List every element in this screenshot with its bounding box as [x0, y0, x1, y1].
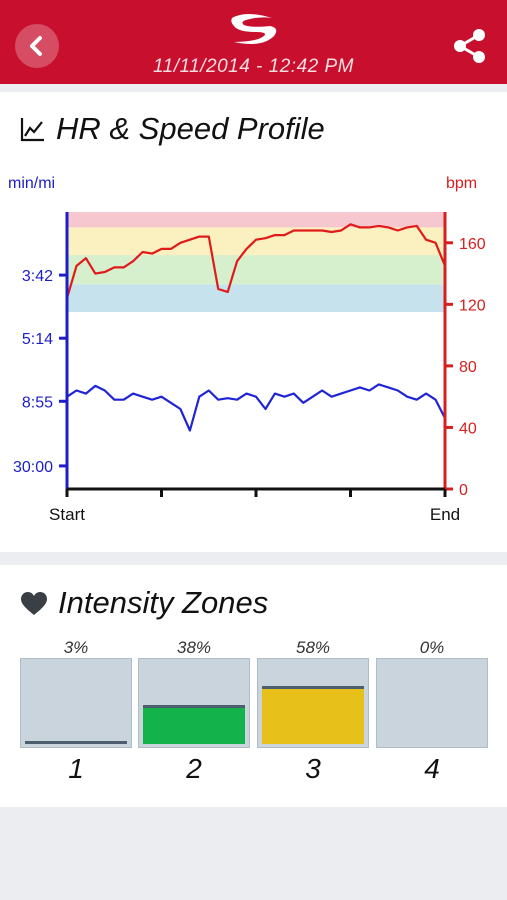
zone-1-percent: 3% [63, 638, 89, 657]
left-tick-label: 8:55 [22, 394, 53, 411]
hr-zone-band-1 [67, 284, 445, 313]
hr-speed-profile-section: HR & Speed Profile min/mi bpm 0 40 80 120 16… [0, 92, 507, 552]
right-tick-label: 40 [459, 420, 477, 437]
zone-2-bar[interactable] [138, 658, 250, 748]
zone-2-percent: 38% [176, 638, 212, 657]
intensity-zones-section: Intensity Zones 3% 1 38% 2 58% 3 0% 4 [0, 565, 507, 807]
zone-3-fill [262, 689, 364, 744]
zone-3-label: 3 [305, 753, 321, 784]
zone-1-label: 1 [68, 753, 84, 784]
left-axis-label: min/mi [8, 175, 55, 192]
zone-3-level-line [262, 686, 364, 689]
x-tick-label: End [430, 505, 460, 524]
zone-1-level-line [25, 741, 127, 744]
right-tick-label: 80 [459, 359, 477, 376]
zones-title: Intensity Zones [58, 585, 269, 620]
hr-zone-band-2 [67, 255, 445, 285]
zone-3-bar[interactable] [257, 658, 369, 748]
hr-series-line [65, 223, 447, 299]
zone-1-bar[interactable] [20, 658, 132, 748]
zone-4-percent: 0% [419, 638, 445, 657]
zone-2-label: 2 [186, 753, 202, 784]
left-tick-label: 30:00 [13, 459, 53, 476]
line-chart-icon [20, 118, 44, 142]
x-tick-label: Start [49, 505, 85, 524]
zone-2-level-line [143, 705, 245, 708]
speed-series-line [66, 383, 446, 432]
right-axis-label: bpm [446, 175, 477, 192]
brand-logo [231, 14, 277, 44]
zone-4-bar[interactable] [376, 658, 488, 748]
right-tick-label: 0 [459, 482, 468, 499]
right-tick-label: 120 [459, 297, 486, 314]
share-button[interactable] [448, 24, 492, 68]
workout-date: 11/11/2014 - 12:42 PM [153, 56, 354, 77]
zone-4-label: 4 [424, 753, 440, 784]
back-button[interactable] [15, 24, 59, 68]
zone-3-percent: 58% [295, 638, 331, 657]
right-tick-label: 160 [459, 236, 486, 253]
hr-zone-band-3 [67, 227, 445, 256]
share-icon [454, 29, 485, 63]
chevron-left-icon [30, 36, 42, 56]
left-tick-label: 3:42 [22, 268, 53, 285]
heart-icon [21, 592, 47, 615]
profile-title: HR & Speed Profile [56, 111, 325, 146]
top-bar: 11/11/2014 - 12:42 PM [0, 0, 507, 84]
hr-speed-chart: min/mi bpm 0 40 80 120 160 3:42 5:14 8:55 30:00 S… [8, 175, 486, 524]
left-tick-label: 5:14 [22, 331, 53, 348]
zone-2-fill [143, 708, 245, 744]
hr-zone-band-4 [67, 212, 445, 228]
